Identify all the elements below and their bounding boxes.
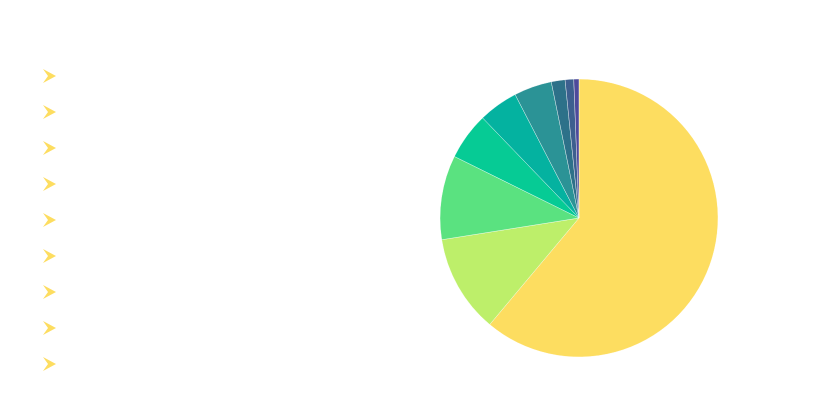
legend-arrow-icon: [43, 249, 56, 263]
pie-slice-9[interactable]: [573, 78, 580, 219]
pie-slice-1[interactable]: [489, 78, 719, 358]
legend-arrow-icon: [43, 69, 56, 83]
legend-item-6[interactable]: [40, 238, 340, 274]
pie-slice-2[interactable]: [441, 217, 580, 325]
legend: [40, 58, 340, 382]
legend-arrow-icon: [43, 321, 56, 335]
legend-item-8[interactable]: [40, 310, 340, 346]
pie-slices: [439, 78, 719, 358]
legend-arrow-icon: [43, 105, 56, 119]
legend-arrow-icon: [43, 357, 56, 371]
legend-item-5[interactable]: [40, 202, 340, 238]
legend-item-7[interactable]: [40, 274, 340, 310]
legend-arrow-icon: [43, 141, 56, 155]
legend-arrow-icon: [43, 213, 56, 227]
legend-arrow-icon: [43, 285, 56, 299]
legend-item-2[interactable]: [40, 94, 340, 130]
legend-arrow-icon: [43, 177, 56, 191]
legend-item-4[interactable]: [40, 166, 340, 202]
legend-item-1[interactable]: [40, 58, 340, 94]
pie-slice-3[interactable]: [439, 156, 580, 240]
legend-item-3[interactable]: [40, 130, 340, 166]
legend-item-9[interactable]: [40, 346, 340, 382]
